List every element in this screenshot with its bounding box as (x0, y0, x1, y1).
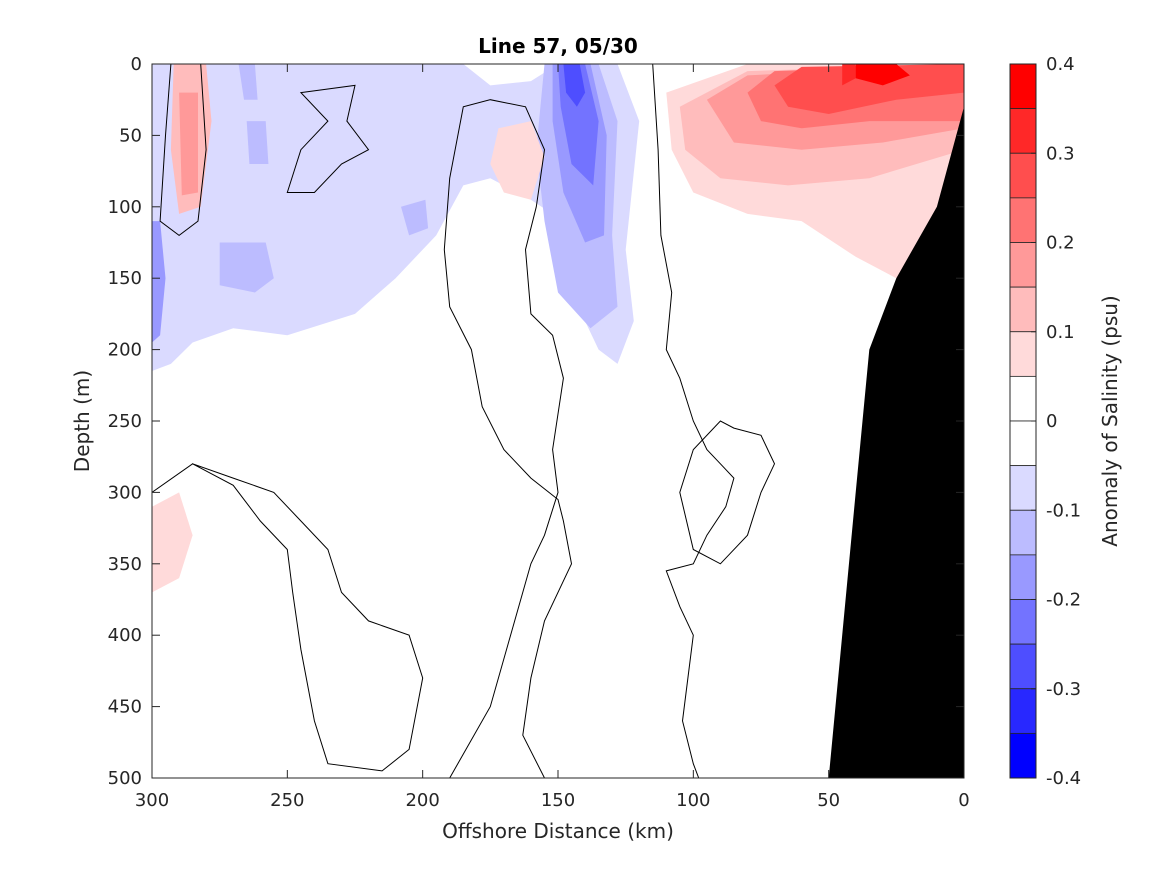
zero-contour-west-col (159, 64, 207, 237)
filled-region-pos-anomaly-west-col-core (179, 92, 198, 196)
y-tick-label: 500 (108, 768, 142, 789)
colorbar-label: Anomaly of Salinity (psu) (1098, 295, 1122, 546)
x-axis: 300 250 200 150 100 50 0 (135, 64, 970, 811)
bathymetry-seafloor (828, 106, 964, 778)
filled-region-pos-anomaly-shelf-6 (842, 64, 856, 86)
colorbar-level (1009, 554, 1037, 600)
colorbar-level (1009, 643, 1037, 690)
filled-region-neg-anomaly-patch-4 (238, 64, 258, 100)
y-tick-label: 200 (108, 340, 142, 361)
zero-contour-east (652, 64, 735, 778)
filled-region-neg-anomaly-patch-1 (219, 242, 274, 293)
x-tick-label: 200 (405, 790, 439, 811)
colorbar-tick-label: -0.4 (1046, 768, 1081, 789)
filled-region-pos-anomaly-shelf-core (855, 64, 910, 86)
y-tick-label: 50 (119, 125, 142, 146)
colorbar-level (1009, 286, 1037, 333)
colorbar-tick-label: 0.4 (1046, 54, 1075, 75)
x-tick-label: 100 (676, 790, 710, 811)
y-tick-label: 350 (108, 554, 142, 575)
filled-region-pos-anomaly-shelf-5 (774, 64, 964, 114)
colorbar-tick-label: -0.1 (1046, 500, 1081, 521)
filled-region-pos-anomaly-mid (490, 121, 545, 200)
colorbar-tick-label: -0.2 (1046, 590, 1081, 611)
colorbar-level (1009, 509, 1037, 556)
colorbar-level (1009, 331, 1037, 377)
y-tick-label: 150 (108, 268, 142, 289)
y-tick-label: 250 (108, 411, 142, 432)
plot-area (151, 63, 965, 779)
colorbar-level (1009, 688, 1037, 734)
colorbar-level (1009, 420, 1037, 467)
colorbar-level (1009, 375, 1037, 422)
colorbar-level (1009, 152, 1037, 199)
zero-contour-mid-col (443, 99, 573, 778)
zero-contour-loop-1 (286, 84, 370, 193)
colorbar-level (1009, 732, 1037, 779)
colorbar: 0.4 0.3 0.2 0.1 0 -0.1 -0.2 -0.3 -0.4 (1009, 54, 1081, 789)
y-tick-label: 450 (108, 697, 142, 718)
colorbar-tick-label: 0.1 (1046, 322, 1075, 343)
colorbar-tick-label: 0.2 (1046, 233, 1075, 254)
y-tick-label: 300 (108, 482, 142, 503)
colorbar-level (1009, 465, 1037, 511)
x-tick-label: 0 (958, 790, 969, 811)
filled-region-pos-anomaly-deep-west (152, 492, 193, 593)
filled-region-neg-anomaly-west-edge (152, 221, 166, 343)
colorbar-tick-label: -0.3 (1046, 679, 1081, 700)
colorbar-tick-label: 0.3 (1046, 143, 1075, 164)
y-tick-label: 0 (131, 54, 142, 75)
y-tick-label: 100 (108, 197, 142, 218)
x-tick-label: 150 (541, 790, 575, 811)
x-tick-label: 300 (135, 790, 169, 811)
colorbar-level (1009, 197, 1037, 243)
colorbar-level (1009, 242, 1037, 288)
filled-region-neg-anomaly-core-4 (563, 64, 586, 107)
filled-region-neg-anomaly-patch-2 (401, 199, 429, 236)
filled-region-neg-anomaly-patch-3 (246, 121, 269, 164)
y-tick-label: 400 (108, 625, 142, 646)
colorbar-level (1009, 599, 1037, 645)
x-tick-label: 250 (270, 790, 304, 811)
chart-title: Line 57, 05/30 (478, 34, 638, 58)
y-axis: 0 50 100 150 200 250 300 350 400 450 500 (108, 54, 964, 789)
colorbar-level (1009, 108, 1037, 154)
zero-contour-west-deep (152, 463, 424, 772)
x-tick-label: 50 (817, 790, 840, 811)
x-axis-label: Offshore Distance (km) (442, 819, 674, 843)
colorbar-tick-label: 0 (1046, 411, 1057, 432)
y-axis-label: Depth (m) (70, 370, 94, 472)
colorbar-level (1009, 63, 1037, 110)
